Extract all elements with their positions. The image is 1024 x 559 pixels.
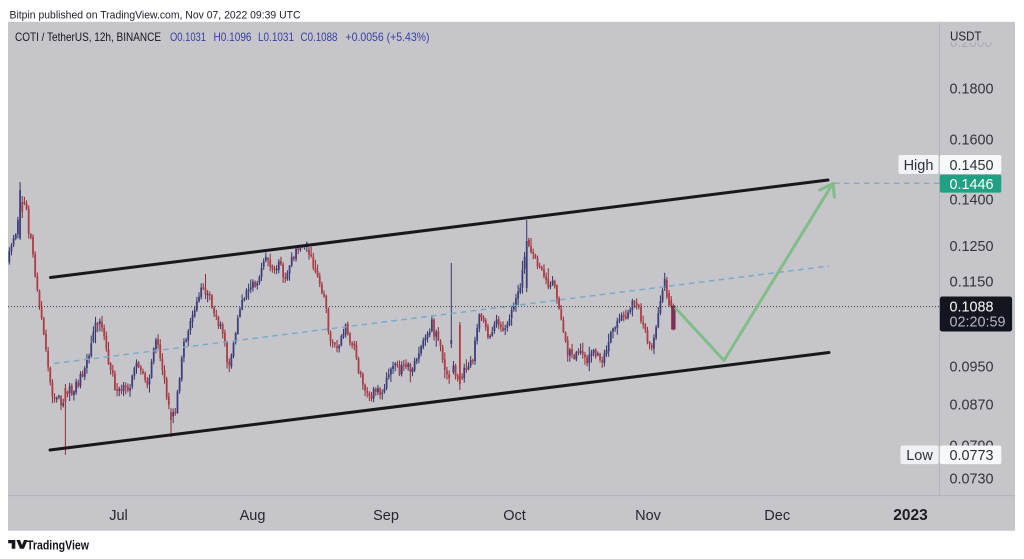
svg-text:Jul: Jul: [109, 508, 128, 524]
svg-text:O0.1031: O0.1031: [170, 30, 206, 44]
svg-text:02:20:59: 02:20:59: [950, 313, 1006, 330]
svg-text:+0.0056 (+5.43%): +0.0056 (+5.43%): [346, 30, 430, 44]
svg-text:0.1400: 0.1400: [950, 192, 994, 209]
svg-text:Dec: Dec: [764, 508, 790, 524]
svg-text:0.1150: 0.1150: [950, 274, 994, 291]
svg-text:0.1250: 0.1250: [950, 238, 994, 255]
svg-text:High: High: [904, 158, 934, 174]
svg-text:0.1600: 0.1600: [950, 132, 994, 149]
svg-text:0.0773: 0.0773: [950, 447, 994, 464]
svg-text:C0.1088: C0.1088: [301, 30, 338, 44]
svg-text:0.1088: 0.1088: [950, 298, 994, 315]
svg-text:0.0950: 0.0950: [950, 359, 994, 376]
svg-text:2023: 2023: [893, 507, 928, 524]
svg-text:0.1446: 0.1446: [950, 176, 994, 193]
svg-text:COTI / TetherUS, 12h, BINANCE: COTI / TetherUS, 12h, BINANCE: [15, 30, 161, 44]
svg-text:0.0730: 0.0730: [950, 471, 994, 488]
svg-text:Bitpin published on TradingVie: Bitpin published on TradingView.com, Nov…: [10, 10, 301, 22]
svg-text:TradingView: TradingView: [27, 538, 89, 552]
svg-text:Aug: Aug: [240, 508, 266, 524]
svg-text:L0.1031: L0.1031: [258, 30, 294, 44]
svg-text:0.1450: 0.1450: [950, 157, 994, 174]
svg-text:Low: Low: [906, 448, 933, 464]
svg-text:USDT: USDT: [950, 29, 982, 44]
svg-text:Nov: Nov: [635, 508, 662, 524]
svg-text:H0.1096: H0.1096: [214, 30, 252, 44]
svg-text:Oct: Oct: [503, 508, 526, 524]
svg-text:0.0870: 0.0870: [950, 397, 994, 414]
svg-text:0.1800: 0.1800: [950, 81, 994, 98]
svg-text:Sep: Sep: [373, 508, 399, 524]
